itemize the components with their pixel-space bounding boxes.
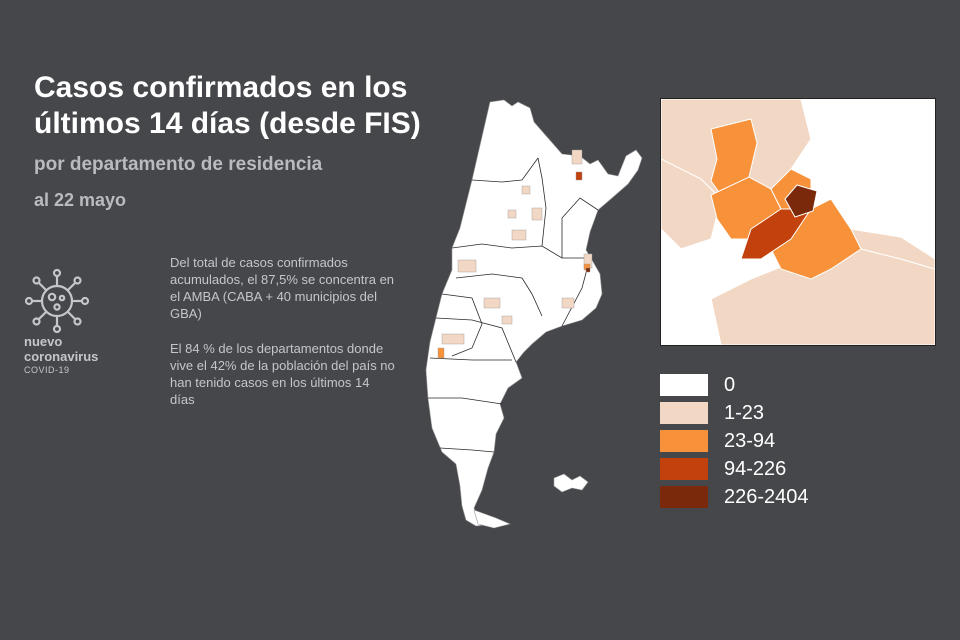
legend-swatch-0 <box>660 374 708 396</box>
brand-logo: nuevo coronavirus COVID-19 <box>24 268 144 376</box>
department-cases-1-23 <box>507 209 517 219</box>
province-border <box>471 157 539 183</box>
province-border <box>428 397 503 405</box>
legend-label: 0 <box>724 374 736 396</box>
argentina-map <box>425 99 643 529</box>
legend-label: 23-94 <box>724 430 776 452</box>
department-cases-23-94 <box>437 347 445 359</box>
amba-inset-map <box>660 98 936 346</box>
tierra-del-fuego <box>473 509 511 529</box>
legend-swatch-94-226 <box>660 458 708 480</box>
department-cases-1-23 <box>521 185 531 195</box>
province-border <box>455 273 543 317</box>
brand-line-nuevo: nuevo <box>24 334 63 349</box>
legend-label: 226-2404 <box>724 486 809 508</box>
province-border <box>439 447 495 453</box>
legend-swatch-23-94 <box>660 430 708 452</box>
map-title: Casos confirmados en los últimos 14 días… <box>34 71 421 140</box>
province-border <box>441 293 483 357</box>
region-cases-226-2404 <box>784 184 818 218</box>
department-cases-1-23 <box>441 333 465 345</box>
province-border <box>561 197 599 258</box>
legend-swatch-1-23 <box>660 402 708 424</box>
department-cases-226-2404 <box>585 267 591 273</box>
department-cases-1-23 <box>483 297 501 309</box>
legend-swatch-226-2404 <box>660 486 708 508</box>
info-text-departamentos: El 84 % de los departamentos donde vive … <box>170 341 395 407</box>
department-cases-1-23 <box>501 315 513 325</box>
department-cases-1-23 <box>561 297 575 309</box>
map-subtitle: por departamento de residencia <box>34 154 323 175</box>
department-cases-1-23 <box>457 259 477 273</box>
department-cases-1-23 <box>571 149 583 165</box>
region-cases-0 <box>661 228 722 345</box>
province-border <box>429 357 512 361</box>
legend-label: 1-23 <box>724 402 765 424</box>
department-cases-1-23 <box>511 229 527 241</box>
province-border <box>537 157 547 247</box>
info-text-amba: Del total de casos confirmados acumulado… <box>170 255 395 321</box>
brand-line-coronavirus: coronavirus <box>24 349 99 364</box>
province-border <box>435 317 517 363</box>
department-cases-1-23 <box>531 207 543 221</box>
river-plate-water <box>800 99 935 250</box>
map-date: al 22 mayo <box>34 190 127 210</box>
legend-label: 94-226 <box>724 458 787 480</box>
islas-malvinas <box>553 473 589 493</box>
province-border <box>451 243 590 259</box>
virus-icon <box>24 268 90 334</box>
brand-line-covid: COVID-19 <box>24 365 70 375</box>
department-cases-94-226 <box>575 171 583 181</box>
region-cases-94-226 <box>740 208 812 260</box>
